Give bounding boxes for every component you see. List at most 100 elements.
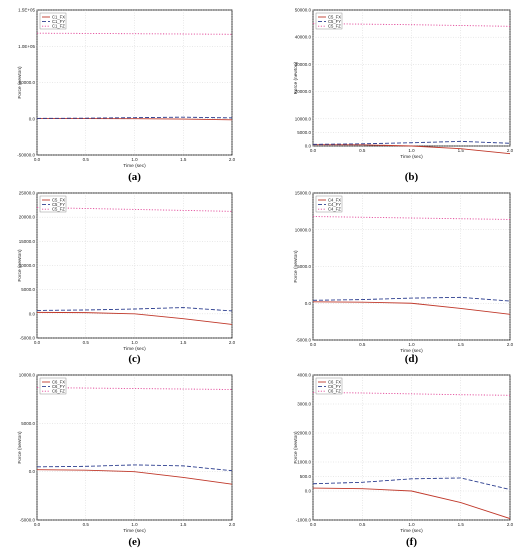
legend-label: C5_FY — [52, 202, 65, 207]
series-line-c6-fz — [312, 391, 511, 396]
x-tick-label: 2.0 — [229, 340, 236, 345]
y-tick-label: -5000.0 — [20, 518, 36, 523]
chart-panel-3: 0.0 0.5 1.0 1.5 2.0-5000.00.05000.010000.015… — [293, 191, 514, 366]
y-axis-label: Force (newton) — [17, 431, 23, 464]
series-line-c1-fz — [36, 32, 233, 35]
y-tick-label: 5000.0 — [21, 421, 35, 426]
legend-label: C1_FY — [52, 19, 65, 24]
x-tick-label: 1.5 — [458, 148, 465, 153]
y-tick-label: 20000.0 — [295, 89, 312, 94]
y-tick-label: 5000.0 — [21, 287, 35, 292]
y-tick-label: -50000.0 — [17, 153, 35, 158]
x-tick-label: 0.0 — [34, 157, 41, 162]
x-tick-label: 2.0 — [507, 148, 514, 153]
y-tick-label: 5000.0 — [297, 264, 311, 269]
y-tick-label: 25000.0 — [19, 191, 36, 196]
y-tick-label: 10000.0 — [295, 227, 312, 232]
x-tick-label: 1.5 — [458, 522, 465, 527]
x-tick-label: 0.0 — [34, 340, 41, 345]
x-tick-label: 0.0 — [34, 522, 41, 527]
y-tick-label: 50000.0 — [295, 8, 312, 13]
series-line-c5-fz — [312, 23, 511, 27]
series-line-c5-fx — [36, 311, 233, 325]
legend-label: C6_FX — [52, 380, 65, 385]
x-axis-label: Time (sec) — [400, 528, 423, 534]
legend-label: C1_FZ — [52, 24, 65, 29]
x-tick-label: 2.0 — [507, 342, 514, 347]
x-tick-label: 1.0 — [131, 522, 138, 527]
x-axis-label: Time (sec) — [123, 346, 146, 352]
y-axis-label: Force (newton) — [293, 250, 299, 283]
panel-caption: (a) — [128, 171, 141, 183]
y-tick-label: 1000.0 — [297, 460, 311, 465]
x-tick-label: 1.0 — [408, 148, 415, 153]
series-line-c6-fz — [36, 387, 233, 390]
y-tick-label: 5000.0 — [297, 130, 311, 135]
chart-panel-4: 0.0 0.5 1.0 1.5 2.0-5000.00.05000.010000.0Ti… — [17, 373, 236, 549]
series-line-c4-fz — [312, 216, 511, 220]
x-tick-label: 0.0 — [310, 522, 317, 527]
series-line-c6-fy — [312, 477, 511, 490]
y-tick-label: 0.0 — [305, 489, 312, 494]
chart-panel-5: 0.0 0.5 1.0 1.5 2.0-1000.00.0500.01000.02000… — [293, 373, 514, 549]
x-tick-label: 0.5 — [359, 148, 366, 153]
panel-caption: (b) — [405, 171, 419, 183]
x-tick-label: 0.5 — [83, 340, 90, 345]
legend-label: C6_FY — [52, 384, 65, 389]
panel-caption: (e) — [128, 536, 141, 548]
legend-label: C6_FZ — [52, 389, 65, 394]
y-tick-label: 30000.0 — [295, 62, 312, 67]
y-axis-label: Force (newton) — [17, 66, 23, 99]
x-tick-label: 0.0 — [310, 148, 317, 153]
x-tick-label: 1.5 — [180, 522, 187, 527]
y-tick-label: 1.0E+05 — [18, 44, 35, 49]
y-axis-label: Force (newton) — [17, 249, 23, 282]
legend-label: C4_FZ — [328, 207, 341, 212]
legend-label: C6_FX — [328, 380, 341, 385]
y-tick-label: 4000.0 — [297, 373, 311, 378]
x-tick-label: 0.5 — [359, 342, 366, 347]
series-line-c5-fx — [312, 144, 511, 155]
y-tick-label: 0.0 — [29, 311, 36, 316]
series-line-c1-fy — [36, 116, 233, 119]
y-tick-label: 15000.0 — [19, 239, 36, 244]
x-tick-label: 1.0 — [131, 340, 138, 345]
chart-panel-2: 0.0 0.5 1.0 1.5 2.0-5000.00.05000.010000.015… — [17, 191, 236, 366]
y-tick-label: 1.5E+05 — [18, 8, 35, 13]
x-axis-label: Time (sec) — [123, 528, 146, 534]
panel-caption: (c) — [128, 353, 141, 365]
y-tick-label: 10000.0 — [295, 116, 312, 121]
panel-caption: (f) — [406, 536, 417, 548]
y-tick-label: 0.0 — [29, 116, 36, 121]
y-tick-label: -5000.0 — [296, 338, 312, 343]
x-axis-label: Time (sec) — [400, 348, 423, 354]
legend-label: C4_FX — [328, 198, 341, 203]
y-tick-label: 2000.0 — [297, 431, 311, 436]
chart-panel-1: 0.0 0.5 1.0 1.5 2.0 0.0 5000.0 10000.0 20000.0 30… — [293, 8, 514, 184]
x-tick-label: 0.5 — [83, 522, 90, 527]
x-axis-label: Time (sec) — [400, 154, 423, 160]
x-tick-label: 0.5 — [359, 522, 366, 527]
chart-panel-0: 0.0 0.5 1.0 1.5 2.0-50000.00.050000.01.0E+05… — [17, 8, 236, 184]
y-tick-label: -1000.0 — [296, 518, 312, 523]
x-tick-label: 1.0 — [408, 522, 415, 527]
legend-label: C4_FY — [328, 202, 341, 207]
x-axis-label: Time (sec) — [123, 163, 146, 169]
y-tick-label: 500.0 — [300, 474, 312, 479]
series-line-c5-fz — [36, 207, 233, 212]
y-tick-label: -5000.0 — [20, 336, 36, 341]
y-axis-label: Force (newton) — [293, 431, 299, 464]
y-tick-label: 50000.0 — [19, 80, 36, 85]
x-tick-label: 2.0 — [229, 157, 236, 162]
legend-label: C5_FY — [328, 19, 341, 24]
y-tick-label: 0.0 — [305, 301, 312, 306]
y-tick-label: 15000.0 — [295, 191, 312, 196]
legend-label: C5_FX — [52, 198, 65, 203]
y-tick-label: 20000.0 — [19, 215, 36, 220]
x-tick-label: 1.0 — [408, 342, 415, 347]
x-tick-label: 1.0 — [131, 157, 138, 162]
y-tick-label: 40000.0 — [295, 35, 312, 40]
panel-caption: (d) — [405, 353, 419, 365]
legend-label: C5_FZ — [52, 207, 65, 212]
